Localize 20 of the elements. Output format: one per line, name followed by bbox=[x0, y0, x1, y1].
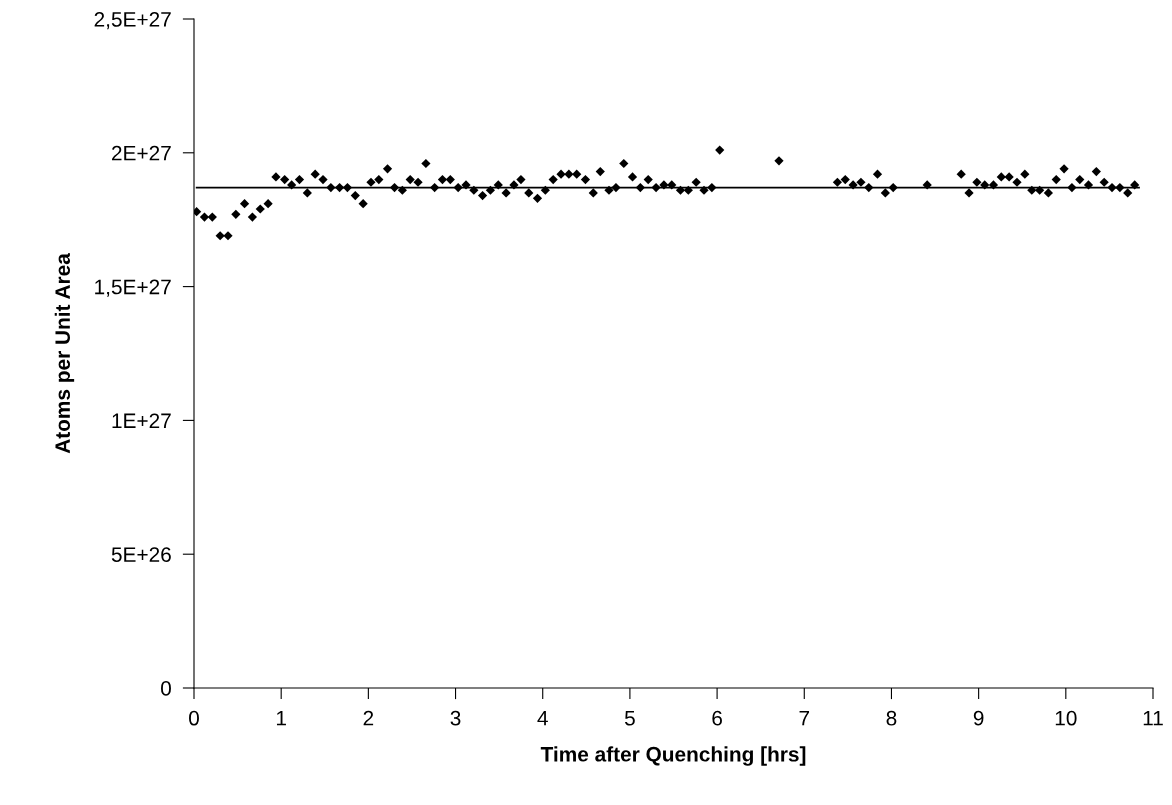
x-tick-label: 9 bbox=[973, 710, 984, 726]
y-tick-label: 2E+27 bbox=[112, 145, 171, 161]
x-tick-label: 5 bbox=[624, 710, 635, 726]
y-tick-label: 5E+26 bbox=[111, 547, 171, 562]
y-tick-label: 2,5E+27 bbox=[94, 12, 171, 30]
x-tick-label: 10 bbox=[1055, 710, 1077, 726]
x-tick-label: 0 bbox=[189, 710, 199, 726]
x-tick-label: 1 bbox=[276, 710, 286, 726]
x-tick-label: 3 bbox=[450, 710, 461, 726]
x-axis-title: Time after Quenching [hrs] bbox=[540, 746, 806, 766]
x-tick-label: 4 bbox=[537, 710, 548, 726]
y-tick-label: 1E+27 bbox=[112, 413, 171, 428]
x-tick-label: 7 bbox=[799, 710, 810, 726]
x-tick-label: 6 bbox=[712, 710, 722, 726]
x-tick-label: 11 bbox=[1143, 710, 1163, 726]
x-tick-label: 2 bbox=[363, 710, 374, 726]
y-axis-title: Atoms per Unit Area bbox=[54, 253, 75, 454]
y-tick-label: 0 bbox=[161, 681, 171, 696]
y-tick-label: 1,5E+27 bbox=[95, 279, 171, 297]
x-tick-label: 8 bbox=[886, 710, 897, 726]
